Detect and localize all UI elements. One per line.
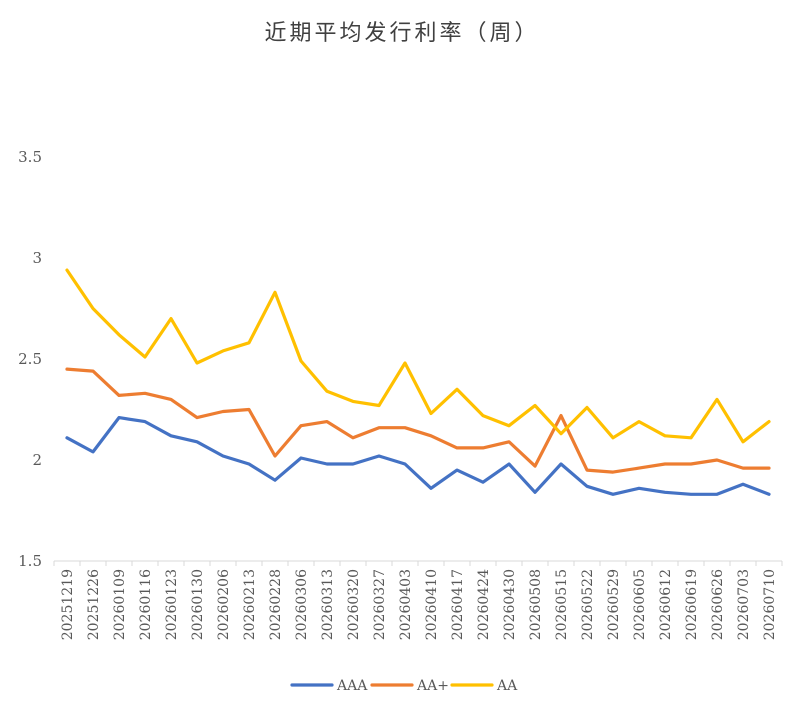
x-tick-label: 20260403 bbox=[398, 569, 414, 640]
x-tick-label: 20260206 bbox=[216, 569, 232, 640]
x-tick-label: 20260522 bbox=[580, 569, 596, 640]
x-tick-label: 20260424 bbox=[476, 569, 492, 640]
x-tick-label: 20260123 bbox=[164, 569, 180, 640]
x-tick-label: 20260430 bbox=[502, 569, 518, 640]
x-tick-label: 20260710 bbox=[762, 569, 778, 640]
legend: AAA AA+ AA bbox=[290, 678, 518, 694]
y-axis: 1.5 2 2.5 3 3.5 bbox=[18, 148, 42, 570]
legend-label-aa: AA bbox=[496, 678, 518, 694]
x-tick-label: 20260619 bbox=[684, 569, 700, 640]
x-tick-label: 20260410 bbox=[424, 569, 440, 640]
series-line-aa bbox=[65, 268, 771, 444]
x-tick-label: 20260116 bbox=[138, 569, 154, 640]
x-tick-label: 20260605 bbox=[632, 569, 648, 640]
x-tick-label: 20260626 bbox=[710, 569, 726, 640]
x-tick-label: 20260529 bbox=[606, 569, 622, 640]
series-line-aaa bbox=[65, 416, 771, 496]
x-tick-label: 20260320 bbox=[346, 569, 362, 640]
x-tick-label: 20260508 bbox=[528, 569, 544, 640]
y-tick-label: 3 bbox=[32, 249, 42, 267]
x-tick-label: 20260109 bbox=[112, 569, 128, 640]
y-tick-label: 1.5 bbox=[18, 552, 42, 570]
x-tick-label: 20260515 bbox=[554, 569, 570, 640]
series-line-aa-plus bbox=[65, 367, 771, 474]
x-axis: 20251219 20251226 20260109 20260116 20260123… bbox=[53, 560, 783, 640]
x-tick-label: 20260213 bbox=[242, 569, 258, 640]
x-tick-label: 20260228 bbox=[268, 569, 284, 640]
x-tick-label: 20251226 bbox=[86, 569, 102, 640]
x-tick-label: 20260417 bbox=[450, 569, 466, 640]
x-tick-label: 20260306 bbox=[294, 569, 310, 640]
legend-label-aa-plus: AA+ bbox=[416, 678, 449, 694]
x-tick-label: 20260327 bbox=[372, 569, 388, 640]
legend-label-aaa: AAA bbox=[336, 678, 368, 694]
x-tick-label: 20260130 bbox=[190, 569, 206, 640]
x-tick-label: 20251219 bbox=[60, 569, 76, 640]
series-layer bbox=[65, 268, 771, 496]
y-tick-label: 2.5 bbox=[18, 350, 42, 368]
x-tick-label: 20260612 bbox=[658, 569, 674, 640]
x-tick-label: 20260703 bbox=[736, 569, 752, 640]
x-tick-label: 20260313 bbox=[320, 569, 336, 640]
y-tick-label: 3.5 bbox=[18, 148, 42, 166]
chart-title: 近期平均发行利率（周） bbox=[264, 21, 539, 46]
y-tick-label: 2 bbox=[32, 451, 42, 469]
